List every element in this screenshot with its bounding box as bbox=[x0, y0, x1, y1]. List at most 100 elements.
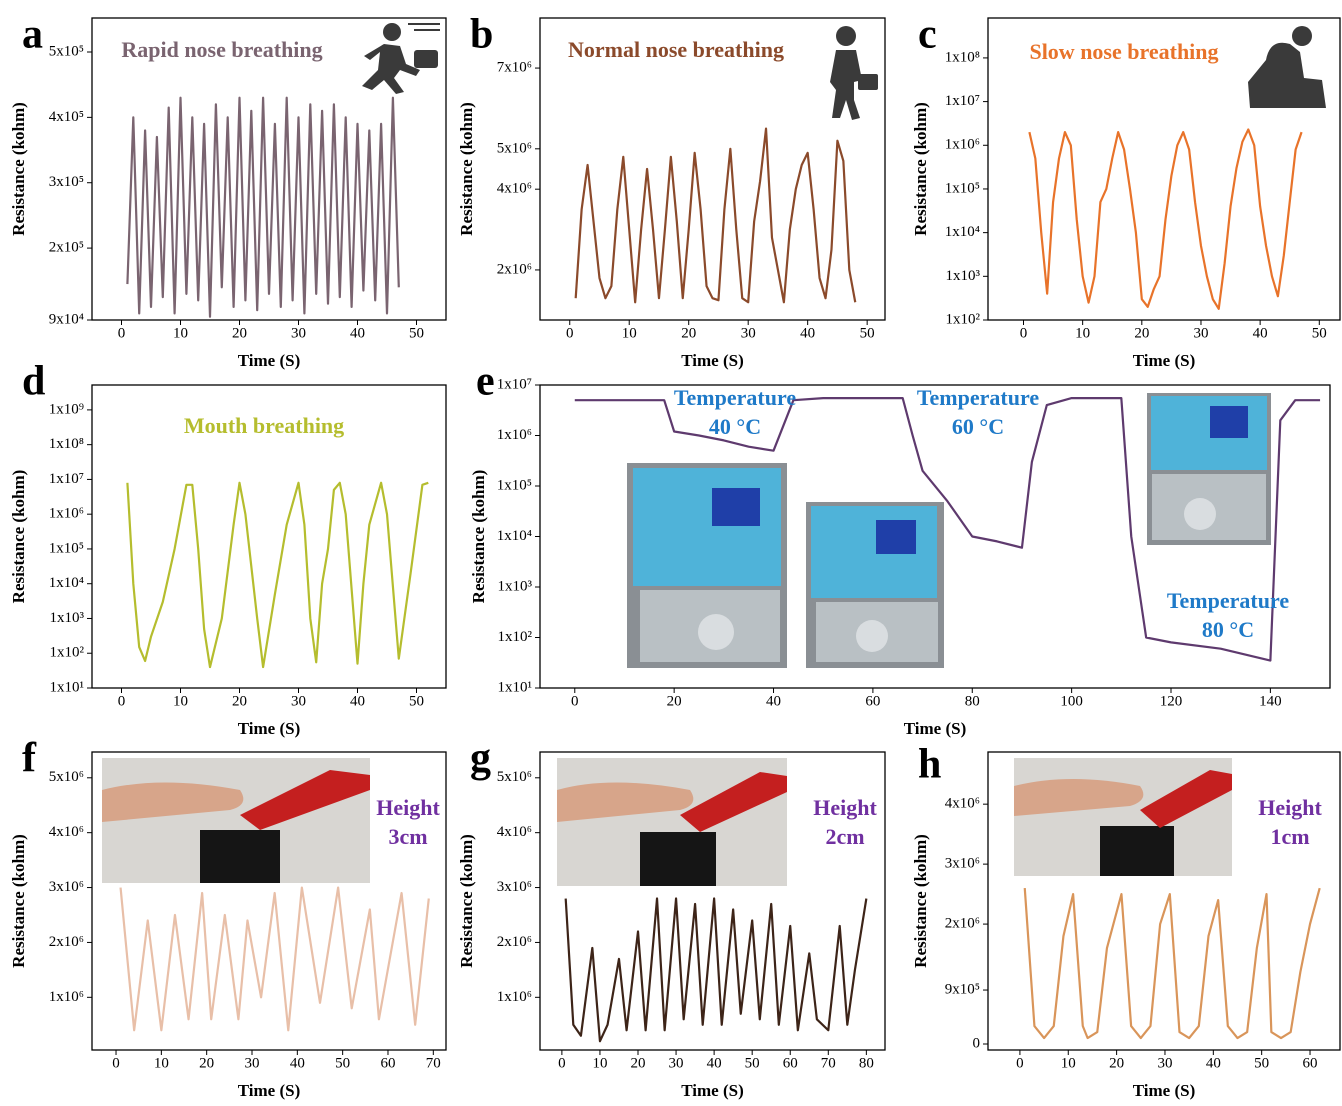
x-tick-label: 40 bbox=[290, 1055, 305, 1071]
panel-label: f bbox=[22, 736, 37, 782]
y-tick-label: 4x10⁶ bbox=[497, 181, 532, 197]
y-tick-label: 4x10⁶ bbox=[497, 824, 532, 840]
y-axis-label: Resistance (kohm) bbox=[457, 834, 476, 968]
panel-label: b bbox=[470, 12, 493, 58]
y-tick-label: 1x10⁷ bbox=[945, 93, 980, 109]
x-tick-label: 20 bbox=[232, 693, 247, 709]
y-axis-label: Resistance (kohm) bbox=[457, 102, 476, 236]
x-tick-label: 50 bbox=[409, 693, 424, 709]
y-tick-label: 1x10⁴ bbox=[49, 575, 84, 591]
y-axis-label: Resistance (kohm) bbox=[9, 834, 28, 968]
finger-photo-2cm bbox=[557, 758, 787, 886]
x-axis-label: Time (S) bbox=[238, 351, 301, 370]
x-tick-label: 60 bbox=[865, 693, 880, 709]
annotation: 80 °C bbox=[1202, 617, 1254, 642]
y-tick-label: 1x10⁸ bbox=[49, 436, 84, 452]
x-tick-label: 0 bbox=[112, 1055, 120, 1071]
x-tick-label: 70 bbox=[426, 1055, 441, 1071]
chart-title: Slow nose breathing bbox=[1029, 39, 1218, 64]
annotation: Temperature bbox=[1167, 588, 1289, 613]
annotation: 60 °C bbox=[952, 414, 1004, 439]
x-tick-label: 10 bbox=[154, 1055, 169, 1071]
x-tick-label: 0 bbox=[1016, 1055, 1024, 1071]
x-tick-label: 20 bbox=[199, 1055, 214, 1071]
y-tick-label: 1x10⁵ bbox=[49, 540, 84, 556]
panel-label: d bbox=[22, 359, 45, 405]
annotation: Height bbox=[376, 795, 440, 820]
axes-frame bbox=[540, 18, 885, 320]
x-tick-label: 0 bbox=[1020, 325, 1028, 341]
annotation: 2cm bbox=[825, 824, 864, 849]
panel-label: h bbox=[918, 742, 941, 788]
y-tick-label: 1x10⁴ bbox=[497, 528, 532, 544]
data-line bbox=[1025, 888, 1320, 1038]
panel-label: g bbox=[470, 736, 491, 782]
panel-label: a bbox=[22, 12, 43, 58]
y-tick-label: 1x10⁶ bbox=[49, 989, 84, 1005]
x-tick-label: 40 bbox=[800, 325, 815, 341]
x-tick-label: 40 bbox=[707, 1055, 722, 1071]
x-tick-label: 0 bbox=[118, 325, 126, 341]
y-axis-label: Resistance (kohm) bbox=[911, 102, 930, 236]
x-tick-label: 30 bbox=[245, 1055, 260, 1071]
x-tick-label: 50 bbox=[1312, 325, 1327, 341]
x-axis-label: Time (S) bbox=[238, 1081, 301, 1100]
x-tick-label: 40 bbox=[350, 693, 365, 709]
y-tick-label: 1x10⁴ bbox=[945, 224, 980, 240]
y-tick-label: 4x10⁶ bbox=[49, 824, 84, 840]
y-tick-label: 1x10⁵ bbox=[945, 180, 980, 196]
y-tick-label: 1x10⁶ bbox=[945, 137, 980, 153]
x-axis-label: Time (S) bbox=[238, 719, 301, 738]
x-tick-label: 30 bbox=[741, 325, 756, 341]
data-line bbox=[1029, 129, 1301, 308]
annotation: Height bbox=[813, 795, 877, 820]
annotation: Height bbox=[1258, 795, 1322, 820]
x-tick-label: 30 bbox=[291, 325, 306, 341]
x-tick-label: 20 bbox=[232, 325, 247, 341]
armchair-icon bbox=[1248, 26, 1326, 108]
x-tick-label: 50 bbox=[745, 1055, 760, 1071]
y-tick-label: 3x10⁶ bbox=[945, 856, 980, 872]
y-tick-label: 5x10⁶ bbox=[497, 769, 532, 785]
page: 010203040509x10⁴2x10⁵3x10⁵4x10⁵5x10⁵Time… bbox=[0, 0, 1342, 1106]
panel-label: e bbox=[476, 359, 495, 405]
y-tick-label: 1x10⁷ bbox=[49, 471, 84, 487]
x-tick-label: 0 bbox=[571, 693, 579, 709]
x-tick-label: 20 bbox=[681, 325, 696, 341]
y-tick-label: 2x10⁶ bbox=[49, 934, 84, 950]
annotation: Temperature bbox=[674, 385, 796, 410]
x-tick-label: 50 bbox=[1254, 1055, 1269, 1071]
y-tick-label: 4x10⁶ bbox=[945, 796, 980, 812]
x-tick-label: 20 bbox=[631, 1055, 646, 1071]
y-tick-label: 4x10⁵ bbox=[49, 109, 84, 125]
bath-photo-60 bbox=[806, 502, 944, 668]
x-tick-label: 10 bbox=[592, 1055, 607, 1071]
x-tick-label: 50 bbox=[409, 325, 424, 341]
annotation: 3cm bbox=[388, 824, 427, 849]
y-tick-label: 3x10⁶ bbox=[497, 879, 532, 895]
y-tick-label: 2x10⁶ bbox=[945, 916, 980, 932]
x-tick-label: 30 bbox=[1193, 325, 1208, 341]
y-axis-label: Resistance (kohm) bbox=[469, 470, 488, 604]
x-tick-label: 60 bbox=[783, 1055, 798, 1071]
x-tick-label: 70 bbox=[821, 1055, 836, 1071]
x-tick-label: 50 bbox=[335, 1055, 350, 1071]
x-tick-label: 0 bbox=[558, 1055, 566, 1071]
y-tick-label: 3x10⁵ bbox=[49, 174, 84, 190]
data-line bbox=[127, 98, 398, 317]
y-tick-label: 1x10² bbox=[50, 645, 85, 661]
x-tick-label: 10 bbox=[173, 693, 188, 709]
panel-label: c bbox=[918, 12, 937, 58]
y-tick-label: 1x10⁶ bbox=[497, 427, 532, 443]
x-tick-label: 0 bbox=[566, 325, 574, 341]
x-tick-label: 0 bbox=[118, 693, 126, 709]
chart-title: Normal nose breathing bbox=[568, 37, 784, 62]
y-tick-label: 0 bbox=[973, 1035, 981, 1051]
x-tick-label: 80 bbox=[965, 693, 980, 709]
x-tick-label: 40 bbox=[350, 325, 365, 341]
x-tick-label: 20 bbox=[1134, 325, 1149, 341]
x-tick-label: 40 bbox=[766, 693, 781, 709]
chart-title: Rapid nose breathing bbox=[121, 37, 322, 62]
annotation: 40 °C bbox=[709, 414, 761, 439]
y-tick-label: 5x10⁵ bbox=[49, 43, 84, 59]
